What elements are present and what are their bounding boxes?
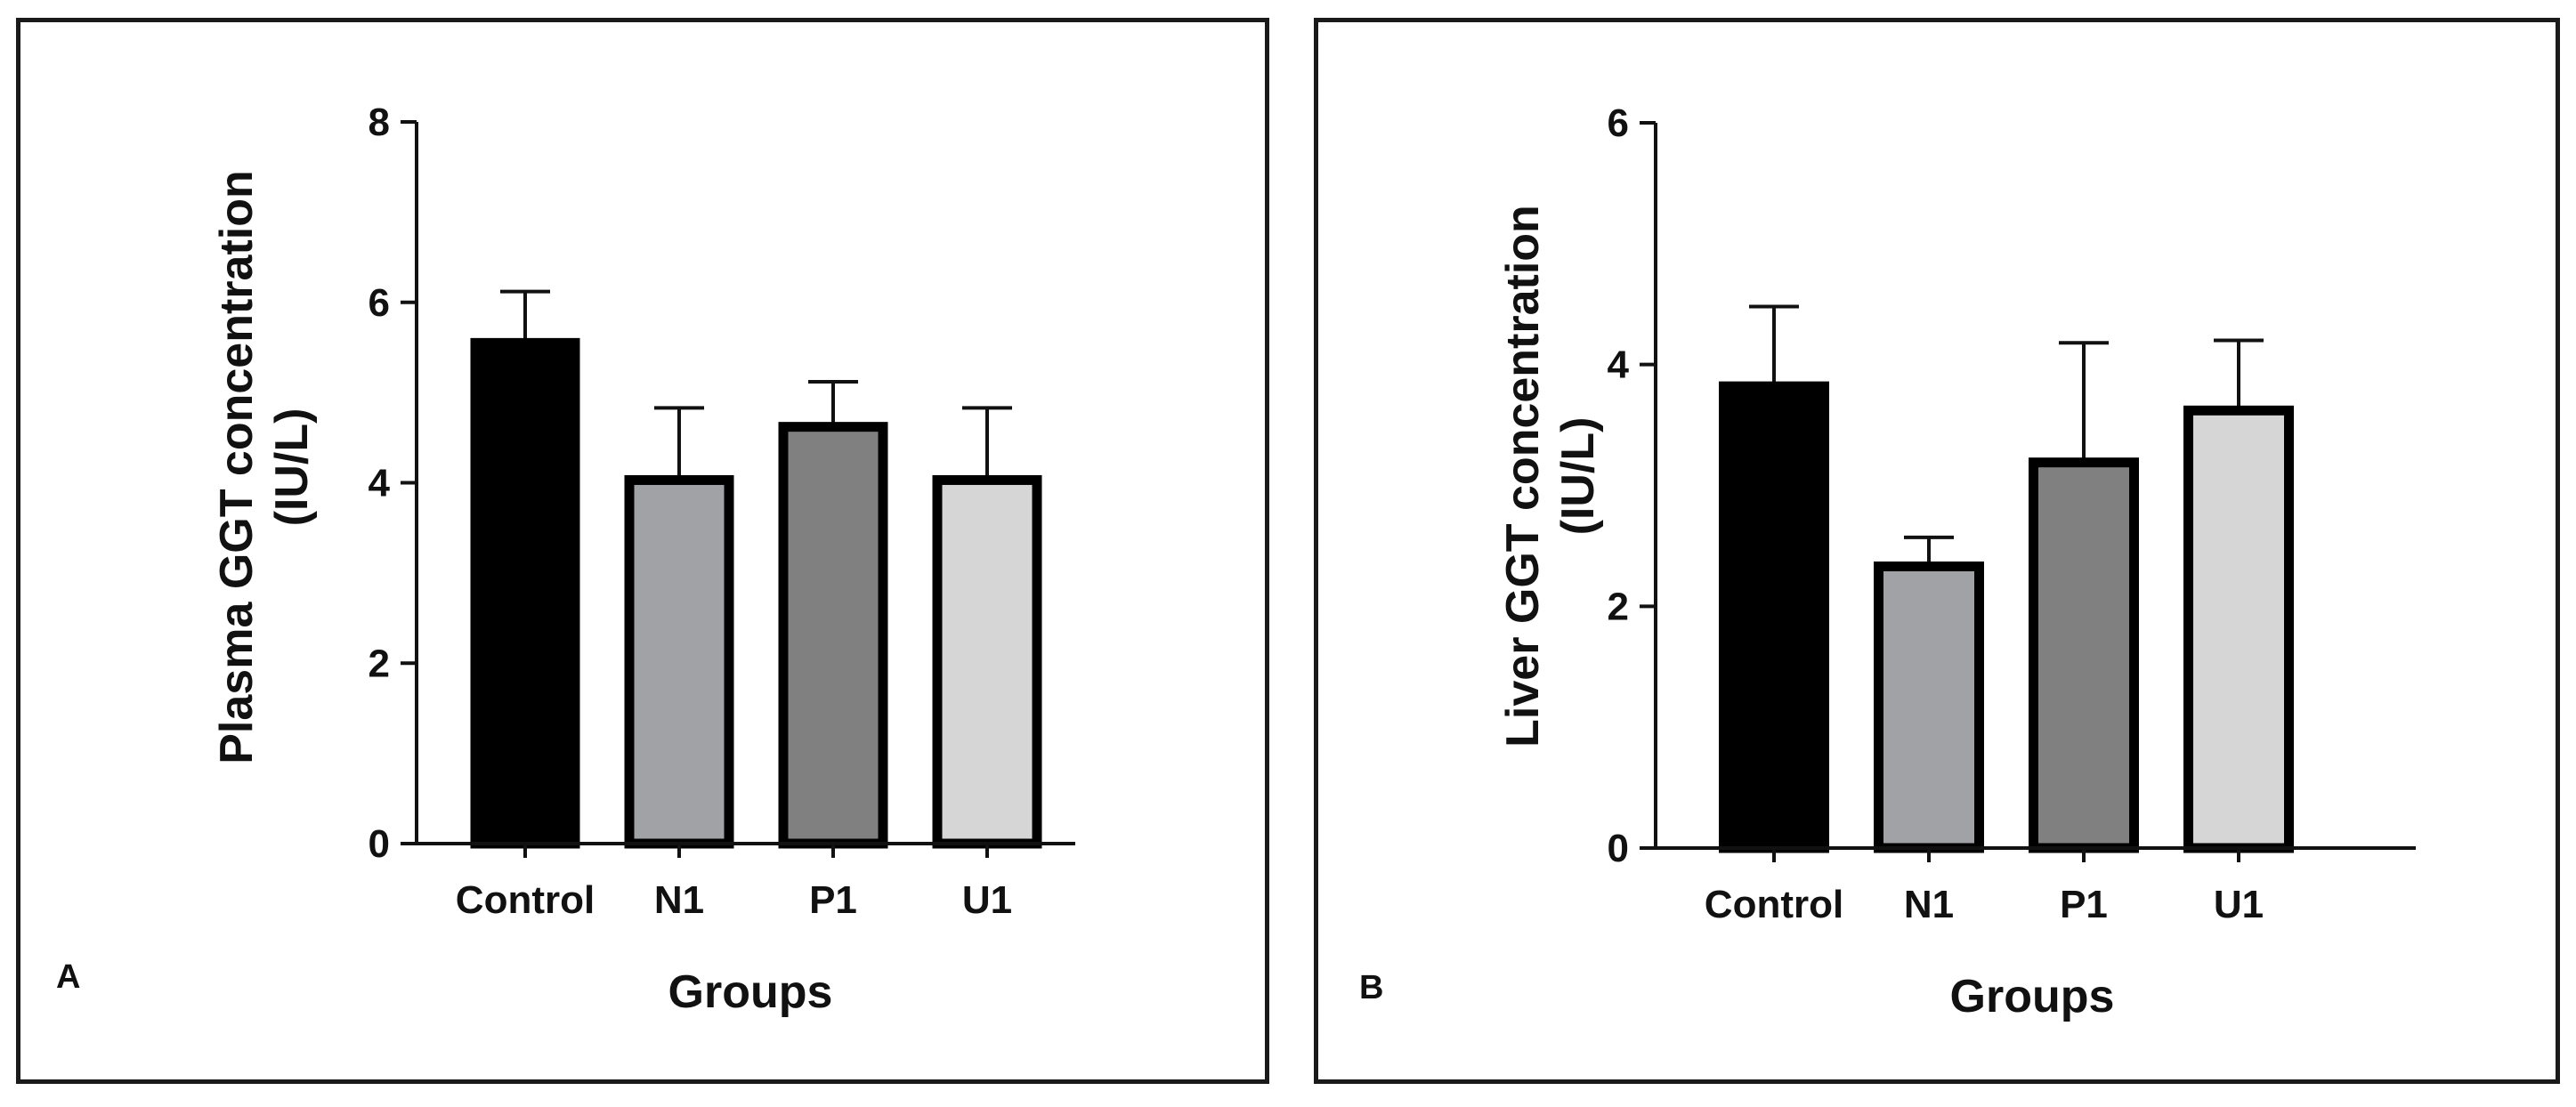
- bar-u1: [2183, 405, 2294, 853]
- x-axis-label: Groups: [1950, 971, 2115, 1022]
- y-axis-label-line1: Plasma GGT concentration: [211, 170, 263, 764]
- x-tick-label-control: Control: [456, 878, 595, 922]
- panel-b: 0 2 4 6 Control N1 P1 U1 Liver GGT concentratio…: [1314, 18, 2560, 1084]
- x-tick-label-p1: P1: [809, 878, 857, 922]
- x-axis-label: Groups: [668, 966, 833, 1018]
- x-tick-label-n1: N1: [654, 878, 704, 922]
- bar-control: [1719, 381, 1829, 853]
- bar-p1: [2029, 457, 2139, 853]
- bar-chart-liver-ggt: 0 2 4 6 Control N1 P1 U1 Liver GGT concentratio…: [1359, 101, 2416, 1022]
- y-tick-label-0: 0: [1608, 827, 1629, 870]
- x-tick-label-n1: N1: [1904, 883, 1954, 926]
- x-tick-label-u1: U1: [2214, 883, 2264, 926]
- panel-letter-b: B: [1359, 969, 1383, 1006]
- bar-n1: [1874, 562, 1984, 853]
- y-tick-label-0: 0: [369, 822, 390, 866]
- panel-letter-a: A: [56, 958, 80, 996]
- y-tick-label-4: 4: [369, 462, 391, 505]
- bar-n1: [624, 474, 734, 849]
- bar-u1: [932, 474, 1042, 849]
- y-tick-label-2: 2: [1608, 585, 1629, 628]
- panel-a: 0 2 4 6 8 Control N1 P1 U1 Plasma GGT concentrat…: [16, 18, 1269, 1084]
- y-tick-label-2: 2: [369, 642, 390, 685]
- y-tick-label-4: 4: [1608, 343, 1630, 387]
- x-tick-label-control: Control: [1705, 883, 1843, 926]
- x-tick-label-u1: U1: [962, 878, 1012, 922]
- y-tick-label-6: 6: [369, 281, 390, 325]
- bar-chart-plasma-ggt: 0 2 4 6 8 Control N1 P1 U1 Plasma GGT concentrat…: [56, 101, 1075, 1018]
- y-axis-label-line2: (IU/L): [266, 408, 318, 527]
- y-axis-label-line1: Liver GGT concentration: [1497, 205, 1549, 747]
- y-tick-label-8: 8: [369, 101, 390, 144]
- y-tick-label-6: 6: [1608, 101, 1629, 145]
- x-tick-label-p1: P1: [2060, 883, 2108, 926]
- y-axis-label-line2: (IU/L): [1552, 417, 1604, 536]
- bar-control: [470, 337, 580, 849]
- bar-p1: [778, 422, 888, 849]
